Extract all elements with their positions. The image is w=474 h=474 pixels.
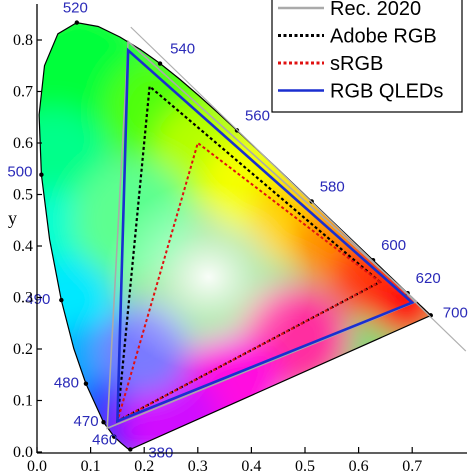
wavelength-label: 480: [54, 375, 79, 392]
wavelength-tick: [83, 381, 89, 386]
y-tick-label: 0.2: [13, 341, 33, 358]
legend-box: [271, 0, 463, 113]
wavelength-tick: [157, 61, 163, 66]
x-tick-label: 0.7: [402, 458, 422, 474]
wavelength-label: 470: [74, 413, 99, 430]
wavelength-label: 560: [245, 107, 270, 124]
legend-label: RGB QLEDs: [330, 81, 443, 103]
x-ticks: 0.0 0.1 0.2 0.3 0.4 0.5 0.6 0.7: [27, 447, 422, 474]
y-tick-label: 0.6: [13, 135, 33, 152]
x-tick-label: 0.5: [295, 458, 315, 474]
wavelength-label: 460: [92, 432, 117, 449]
wavelength-label: 580: [320, 178, 345, 195]
legend-label: Rec. 2020: [330, 0, 421, 20]
wavelength-label: 620: [416, 270, 441, 287]
x-tick-label: 0.6: [349, 458, 369, 474]
wavelength-label: 490: [25, 291, 50, 308]
y-tick-label: 0.8: [13, 32, 33, 49]
legend-label: Adobe RGB: [330, 26, 437, 48]
gamut-triangle-rgb-qleds: [116, 47, 415, 424]
wavelength-label: 520: [63, 0, 88, 17]
gamut-triangles: [106, 39, 418, 430]
gamut-triangle-srgb: [115, 141, 382, 424]
wavelength-label: 500: [7, 164, 32, 181]
y-tick-label: 0.5: [13, 187, 33, 204]
wavelength-label: 540: [170, 41, 195, 58]
wavelength-tick: [74, 20, 80, 25]
y-tick-label: 0.0: [13, 444, 33, 461]
legend: Rec. 2020 Adobe RGB sRGB RGB QLEDs: [271, 0, 463, 113]
y-tick-label: 0.3: [13, 290, 33, 307]
wavelength-label: 700: [443, 304, 468, 321]
axes: 0.0 0.1 0.2 0.3 0.4 0.5 0.6 0.7 0.0 0.1 0.2 0.3 0.4…: [8, 4, 467, 474]
x-tick-label: 0.0: [27, 458, 47, 474]
x-tick-label: 0.2: [134, 458, 154, 474]
white-point-glow: [103, 181, 314, 372]
wavelength-tick: [128, 447, 133, 452]
x-tick-label: 0.1: [81, 458, 101, 474]
wavelength-tick: [39, 172, 44, 177]
x-tick-label: 0.4: [241, 458, 261, 474]
legend-label: sRGB: [330, 53, 383, 75]
spectral-locus: [38, 21, 432, 451]
y-ticks: 0.0 0.1 0.2 0.3 0.4 0.5 0.6 0.7 0.8: [13, 32, 42, 461]
gamut-triangle-rec-2020: [106, 39, 418, 430]
x-tick-label: 0.3: [188, 458, 208, 474]
wavelength-tick: [59, 297, 64, 303]
y-axis-title: y: [8, 208, 17, 228]
y-tick-label: 0.7: [13, 84, 33, 101]
locus-tangent-line: [130, 26, 467, 352]
y-tick-label: 0.1: [13, 393, 33, 410]
y-tick-label: 0.4: [13, 238, 33, 255]
wavelength-tick: [101, 420, 106, 425]
wavelength-label: 600: [381, 237, 406, 254]
wavelength-tick: [111, 434, 117, 439]
